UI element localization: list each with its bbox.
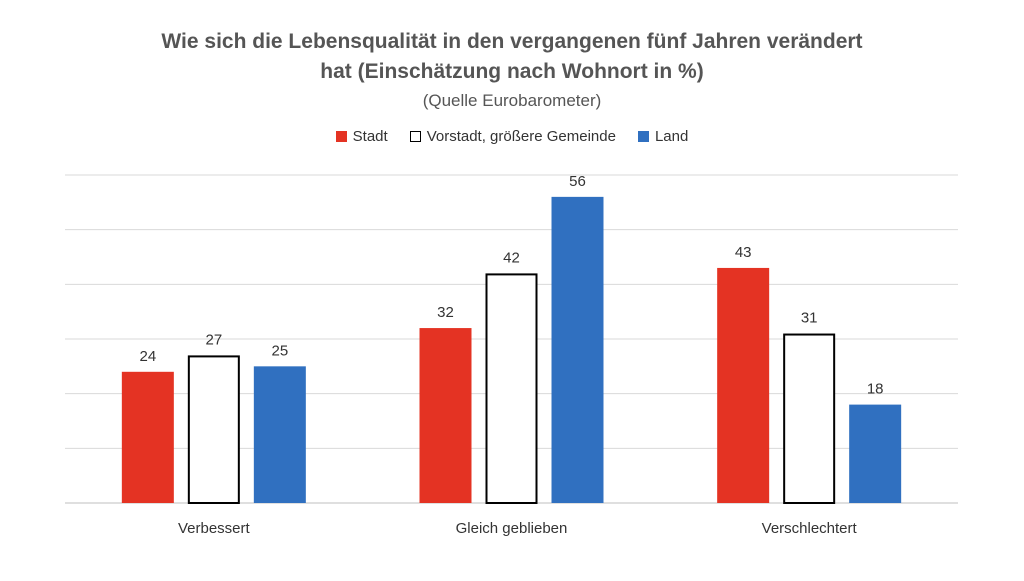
bar-vorstadt-0 [187,355,240,504]
bar-stadt-2 [717,267,770,503]
data-label: 31 [801,310,818,327]
legend-item-vorstadt: Vorstadt, größere Gemeinde [409,128,616,145]
data-label: 18 [867,381,884,398]
chart-subtitle: (Quelle Eurobarometer) [422,91,602,110]
bar-land-1 [551,196,604,503]
legend-swatch-land [637,131,649,142]
legend-swatch-vorstadt [409,131,421,142]
bar-vorstadt-2 [783,333,836,504]
chart-title-line-1: Wie sich die Lebensqualität in den verga… [161,30,863,53]
bar-stadt-1 [419,328,472,503]
data-label: 43 [735,244,752,261]
legend-label-vorstadt: Vorstadt, größere Gemeinde [426,128,616,145]
bar-stadt-0 [121,371,174,503]
legend-label-stadt: Stadt [352,128,388,145]
legend-item-land: Land [637,128,689,145]
chart-title-line-2: hat (Einschätzung nach Wohnort in %) [320,60,704,83]
data-label: 27 [205,331,222,348]
data-label: 24 [139,348,156,365]
data-label: 25 [271,342,288,359]
legend: Stadt Vorstadt, größere Gemeinde Land [0,128,1024,145]
data-label: 42 [503,249,520,266]
category-label: Verschlechtert [762,520,858,537]
legend-item-stadt: Stadt [335,128,388,145]
category-label: Gleich geblieben [456,520,568,537]
bar-vorstadt-1 [485,273,538,504]
category-label: Verbessert [178,520,251,537]
legend-swatch-stadt [335,131,347,142]
data-label: 32 [437,304,454,321]
data-label: 56 [569,173,586,190]
bar-land-0 [253,366,306,503]
legend-label-land: Land [654,128,689,145]
bar-land-2 [849,404,902,503]
